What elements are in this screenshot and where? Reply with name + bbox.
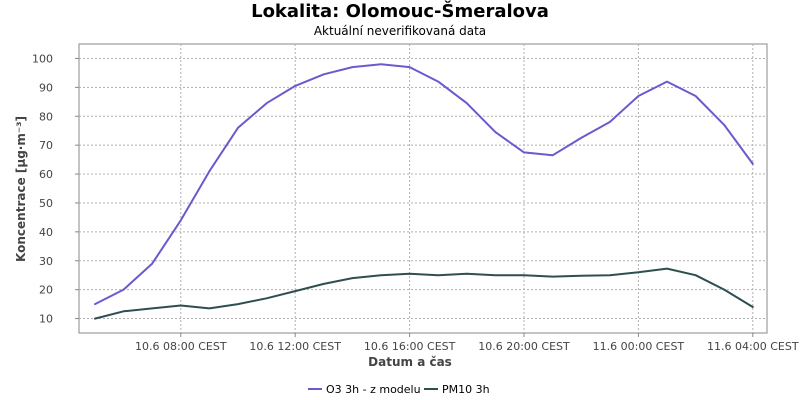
x-tick-label: 10.6 16:00 CEST	[364, 340, 456, 353]
legend-label: PM10 3h	[442, 383, 490, 396]
x-tick-label: 11.6 00:00 CEST	[593, 340, 685, 353]
series-lines	[94, 63, 754, 320]
y-tick-label: 100	[32, 52, 53, 65]
chart-title: Lokalita: Olomouc-Šmeralova	[251, 1, 549, 22]
y-tick-label: 60	[39, 168, 53, 181]
plot-area	[78, 43, 768, 334]
chart-subtitle: Aktuální neverifikovaná data	[313, 24, 487, 38]
y-tick-label: 20	[39, 284, 53, 297]
legend-label: O3 3h - z modelu	[326, 383, 421, 396]
x-axis-label: Datum a čas	[368, 355, 452, 369]
legend: O3 3h - z modelu PM10 3h	[308, 383, 490, 396]
y-axis: 10 20 30 40 50 60 70 80 90 100	[32, 52, 79, 326]
y-tick-label: 10	[39, 313, 53, 326]
x-tick-label: 10.6 20:00 CEST	[478, 340, 570, 353]
y-tick-label: 70	[39, 139, 53, 152]
series-line-pm10	[94, 267, 754, 320]
x-tick-label: 10.6 12:00 CEST	[249, 340, 341, 353]
y-tick-label: 40	[39, 226, 53, 239]
x-tick-label: 11.6 04:00 CEST	[707, 340, 799, 353]
grid-lines	[79, 44, 767, 333]
x-axis: 10.6 08:00 CEST 10.6 12:00 CEST 10.6 16:00…	[135, 333, 799, 353]
series-line-o3	[94, 63, 754, 306]
y-tick-label: 80	[39, 110, 53, 123]
y-tick-label: 50	[39, 197, 53, 210]
y-tick-label: 90	[39, 81, 53, 94]
x-tick-label: 10.6 08:00 CEST	[135, 340, 227, 353]
y-axis-label: Koncentrace [µg·m⁻³]	[14, 116, 28, 262]
y-tick-label: 30	[39, 255, 53, 268]
